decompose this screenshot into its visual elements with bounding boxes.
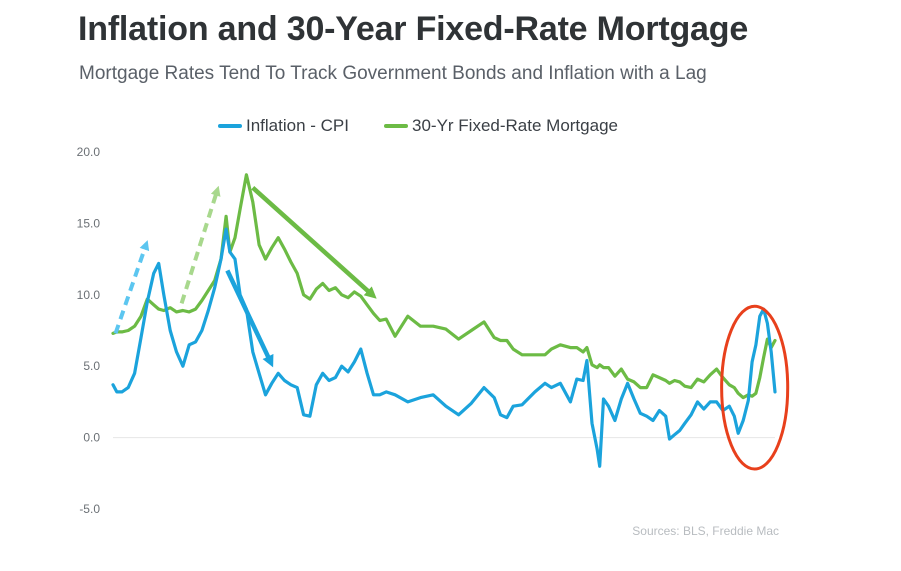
legend-swatch-cpi — [218, 124, 242, 128]
arrow-cpi-fall — [225, 269, 274, 368]
highlight-ellipse — [720, 304, 790, 471]
arrow-mortgage-fall — [251, 186, 377, 299]
y-tick-label: 20.0 — [77, 145, 101, 159]
arrow-mortgage-rise — [179, 185, 221, 304]
chart-subtitle: Mortgage Rates Tend To Track Government … — [79, 63, 707, 84]
legend-swatch-mortgage — [384, 124, 408, 128]
legend-label-cpi: Inflation - CPI — [246, 116, 349, 135]
annotation-layer — [113, 185, 790, 471]
source-note: Sources: BLS, Freddie Mac — [632, 524, 779, 538]
y-tick-label: 15.0 — [77, 216, 101, 230]
series-line-cpi — [111, 227, 777, 468]
arrow-cpi-rise — [113, 240, 150, 335]
y-tick-label: 10.0 — [77, 288, 101, 302]
legend-label-mortgage: 30-Yr Fixed-Rate Mortgage — [412, 116, 618, 135]
legend-item-cpi: Inflation - CPI — [218, 116, 349, 136]
y-tick-label: 0.0 — [83, 431, 100, 445]
legend: Inflation - CPI 30-Yr Fixed-Rate Mortgag… — [0, 116, 901, 138]
y-tick-label: -5.0 — [79, 502, 100, 516]
series-layer — [111, 173, 777, 468]
y-axis: 20.0 15.0 10.0 5.0 0.0 -5.0 — [77, 145, 101, 516]
y-tick-label: 5.0 — [83, 359, 100, 373]
chart-title: Inflation and 30-Year Fixed-Rate Mortgag… — [78, 10, 749, 48]
legend-item-mortgage: 30-Yr Fixed-Rate Mortgage — [384, 116, 618, 136]
series-line-mortgage — [111, 173, 777, 400]
